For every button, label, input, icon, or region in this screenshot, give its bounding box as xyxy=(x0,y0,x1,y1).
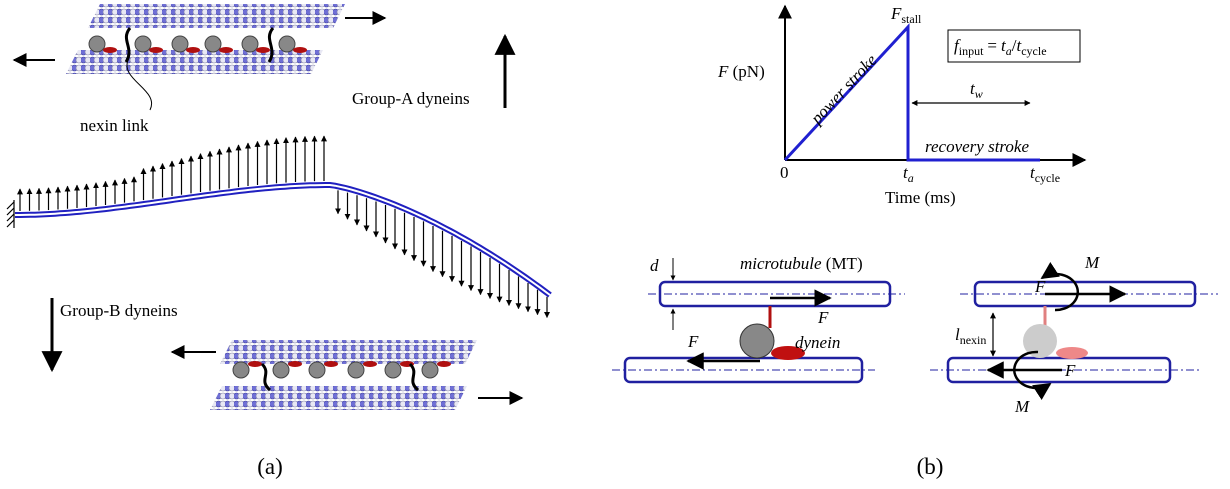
ta-label: ta xyxy=(903,163,914,185)
force-plot: F (pN) Fstall finput=ta/tcycle power str… xyxy=(717,4,1085,207)
figure: nexin link Group-A dyneins Group-B dynei… xyxy=(0,0,1230,489)
wait-label: tw xyxy=(970,79,983,101)
tube-label: microtubule (MT) xyxy=(740,254,863,273)
nexin-label: nexin link xyxy=(80,116,149,135)
y-axis-label: F (pN) xyxy=(717,62,765,81)
bent-filament xyxy=(7,136,550,317)
force-top-label: F xyxy=(817,308,829,327)
origin-label: 0 xyxy=(780,163,789,182)
power-stroke-label: power stroke xyxy=(806,50,881,128)
gap-label: d xyxy=(650,256,659,275)
force-bottom-label: F xyxy=(687,332,699,351)
doublet-bottom xyxy=(210,340,477,410)
tcycle-label: tcycle xyxy=(1030,163,1060,185)
dynein-label: dynein xyxy=(795,333,840,352)
x-axis-label: Time (ms) xyxy=(885,188,956,207)
force-top-label: F xyxy=(1034,277,1046,296)
peak-label: Fstall xyxy=(890,4,922,26)
force-bottom-label: F xyxy=(1064,361,1076,380)
pair-left: d microtubule (MT) F F dynein xyxy=(612,254,905,382)
doublet-top xyxy=(66,4,345,74)
group-b-label: Group-B dyneins xyxy=(60,301,178,320)
filament-outer xyxy=(15,185,550,295)
spacing-label: lnexin xyxy=(955,325,986,347)
panel-a: nexin link Group-A dyneins Group-B dynei… xyxy=(7,4,550,479)
moment-bottom-label: M xyxy=(1014,397,1030,416)
pair-right: lnexin F F M M (b) xyxy=(917,253,1218,479)
group-a-label: Group-A dyneins xyxy=(352,89,470,108)
duty-equation: finput=ta/tcycle xyxy=(954,36,1047,58)
moment-top-label: M xyxy=(1084,253,1100,272)
panel-b-label: (b) xyxy=(917,454,944,479)
panel-a-label: (a) xyxy=(257,454,283,479)
recovery-stroke-label: recovery stroke xyxy=(925,137,1029,156)
